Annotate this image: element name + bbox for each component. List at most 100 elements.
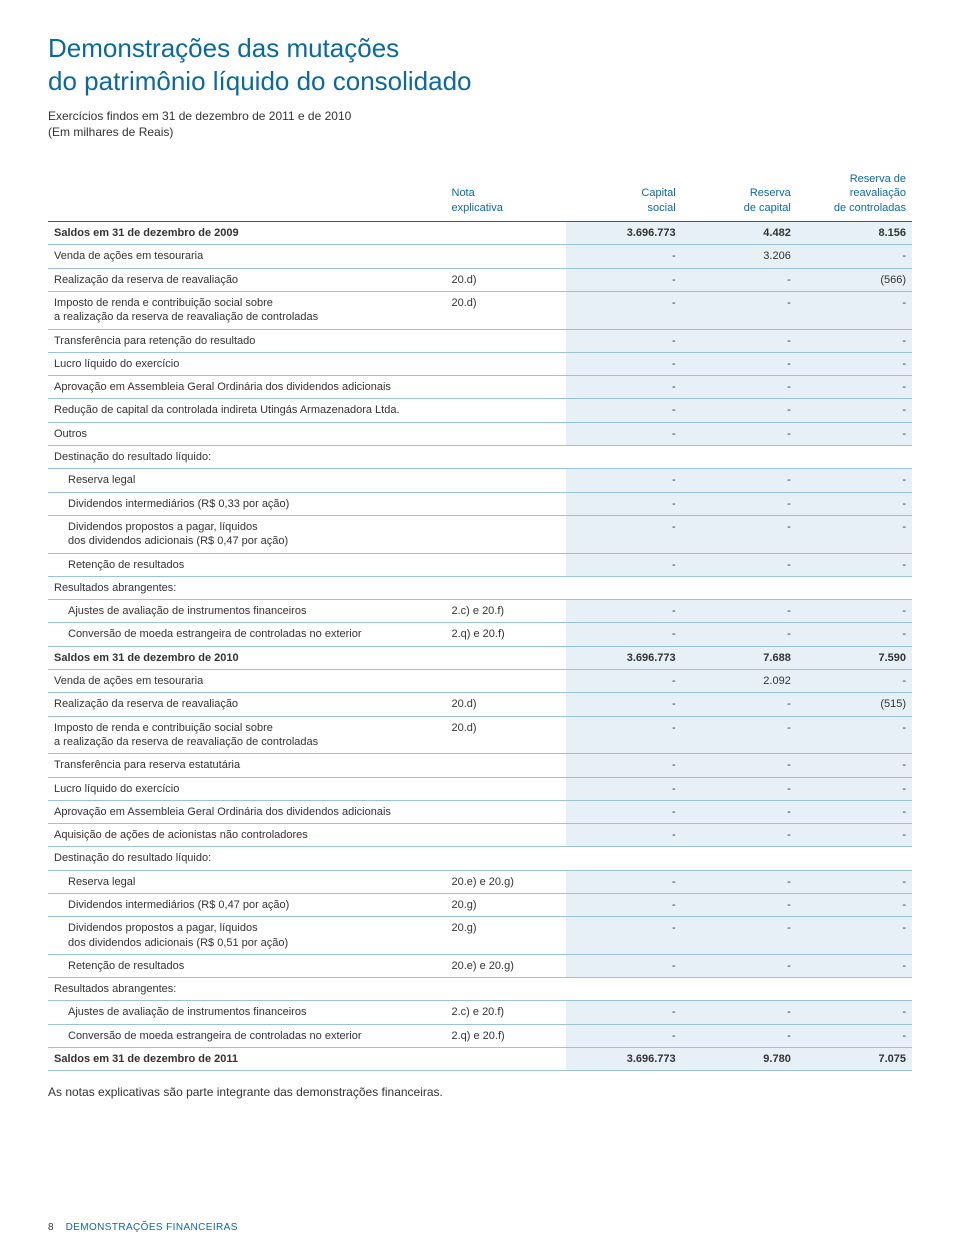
row-v2: - (682, 376, 797, 399)
row-nota: 20.e) e 20.g) (446, 870, 567, 893)
row-v2: - (682, 824, 797, 847)
page-title: Demonstrações das mutações do patrimônio… (48, 32, 912, 97)
col-c1-l1: Capital (641, 187, 675, 199)
row-v2: - (682, 329, 797, 352)
row-desc: Realização da reserva de reavaliação (48, 268, 446, 291)
table-row: Aquisição de ações de acionistas não con… (48, 824, 912, 847)
row-desc: Dividendos propostos a pagar, líquidosdo… (48, 917, 446, 955)
col-c2-l2: de capital (744, 202, 791, 214)
row-v3: - (797, 893, 912, 916)
row-nota (446, 670, 567, 693)
row-desc: Transferência para retenção do resultado (48, 329, 446, 352)
mutations-table: Nota explicativa Capital social Reserva … (48, 168, 912, 1071)
subtitle-line-1: Exercícios findos em 31 de dezembro de 2… (48, 109, 351, 123)
table-body: Saldos em 31 de dezembro de 20093.696.77… (48, 222, 912, 1071)
row-v2 (682, 446, 797, 469)
row-v1: - (566, 245, 681, 268)
row-v1: 3.696.773 (566, 222, 681, 245)
row-v2: - (682, 515, 797, 553)
row-v2: 3.206 (682, 245, 797, 268)
table-row: Venda de ações em tesouraria -3.206- (48, 245, 912, 268)
table-row: Imposto de renda e contribuição social s… (48, 716, 912, 754)
row-nota: 20.g) (446, 893, 567, 916)
row-v3: - (797, 870, 912, 893)
row-v2: - (682, 777, 797, 800)
row-nota: 2.q) e 20.f) (446, 623, 567, 646)
row-v3: - (797, 329, 912, 352)
row-desc: Ajustes de avaliação de instrumentos fin… (48, 1001, 446, 1024)
row-v2: - (682, 870, 797, 893)
row-v3: - (797, 422, 912, 445)
row-v3: - (797, 515, 912, 553)
row-v3: - (797, 376, 912, 399)
row-v1: - (566, 329, 681, 352)
page-footer: 8 DEMONSTRAÇÕES FINANCEIRAS (48, 1221, 912, 1234)
row-v3 (797, 978, 912, 1001)
row-v1: - (566, 1001, 681, 1024)
row-v1: - (566, 800, 681, 823)
row-desc: Imposto de renda e contribuição social s… (48, 716, 446, 754)
row-v1 (566, 446, 681, 469)
row-desc: Conversão de moeda estrangeira de contro… (48, 1024, 446, 1047)
row-desc: Aquisição de ações de acionistas não con… (48, 824, 446, 847)
col-reserva-reaval-header: Reserva de reavaliação de controladas (797, 168, 912, 221)
row-v1: - (566, 469, 681, 492)
row-v1: - (566, 553, 681, 576)
row-nota (446, 329, 567, 352)
row-desc: Saldos em 31 de dezembro de 2010 (48, 646, 446, 669)
row-nota: 20.d) (446, 693, 567, 716)
row-nota: 2.c) e 20.f) (446, 1001, 567, 1024)
row-v2: 4.482 (682, 222, 797, 245)
row-v3: 7.590 (797, 646, 912, 669)
row-v1: - (566, 824, 681, 847)
row-nota (446, 422, 567, 445)
table-row: Dividendos propostos a pagar, líquidosdo… (48, 515, 912, 553)
table-row: Destinação do resultado líquido: (48, 446, 912, 469)
table-row: Conversão de moeda estrangeira de contro… (48, 623, 912, 646)
row-nota (446, 399, 567, 422)
row-nota (446, 1048, 567, 1071)
row-desc: Dividendos propostos a pagar, líquidosdo… (48, 515, 446, 553)
row-v2: - (682, 291, 797, 329)
row-v3: - (797, 553, 912, 576)
table-row: Resultados abrangentes: (48, 576, 912, 599)
row-desc: Reserva legal (48, 469, 446, 492)
row-desc: Aprovação em Assembleia Geral Ordinária … (48, 800, 446, 823)
table-row: Transferência para reserva estatutária--… (48, 754, 912, 777)
row-v3: - (797, 1024, 912, 1047)
row-v3: - (797, 716, 912, 754)
row-v3 (797, 446, 912, 469)
row-nota (446, 777, 567, 800)
title-line-1: Demonstrações das mutações (48, 33, 399, 63)
row-nota (446, 352, 567, 375)
table-row: Destinação do resultado líquido: (48, 847, 912, 870)
row-desc: Resultados abrangentes: (48, 978, 446, 1001)
row-v2: - (682, 492, 797, 515)
table-row: Retenção de resultados--- (48, 553, 912, 576)
row-v2: - (682, 693, 797, 716)
row-v3: 8.156 (797, 222, 912, 245)
row-v1: - (566, 399, 681, 422)
row-nota: 20.e) e 20.g) (446, 954, 567, 977)
row-v3 (797, 847, 912, 870)
row-v1: - (566, 917, 681, 955)
row-nota (446, 754, 567, 777)
row-v3: - (797, 777, 912, 800)
row-v3: - (797, 824, 912, 847)
row-desc: Outros (48, 422, 446, 445)
col-c3-l3: de controladas (834, 202, 906, 214)
table-row: Transferência para retenção do resultado… (48, 329, 912, 352)
row-desc: Venda de ações em tesouraria (48, 245, 446, 268)
row-v1: - (566, 268, 681, 291)
row-v2: - (682, 716, 797, 754)
row-v2 (682, 978, 797, 1001)
row-v1: - (566, 870, 681, 893)
row-v1: - (566, 1024, 681, 1047)
table-row: Lucro líquido do exercício--- (48, 352, 912, 375)
title-line-2: do patrimônio líquido do consolidado (48, 66, 472, 96)
page-footer-label: DEMONSTRAÇÕES FINANCEIRAS (66, 1221, 238, 1234)
row-nota (446, 576, 567, 599)
row-v3: - (797, 245, 912, 268)
row-v2: - (682, 893, 797, 916)
table-row: Aprovação em Assembleia Geral Ordinária … (48, 376, 912, 399)
